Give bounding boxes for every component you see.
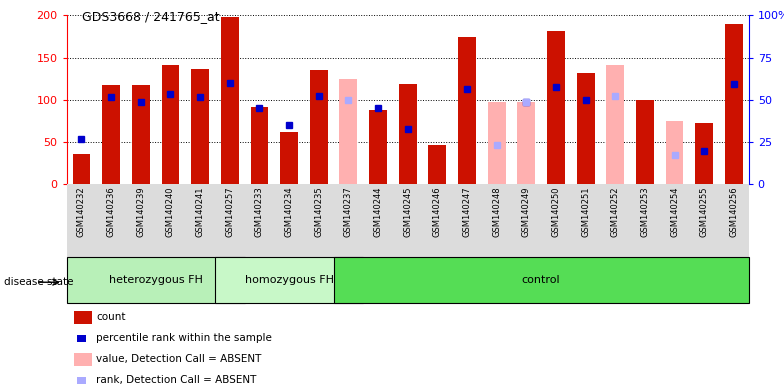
Text: value, Detection Call = ABSENT: value, Detection Call = ABSENT	[96, 354, 262, 364]
Bar	[636, 100, 654, 184]
Text: GSM140247: GSM140247	[463, 187, 471, 237]
Text: GSM140251: GSM140251	[581, 187, 590, 237]
Text: percentile rank within the sample: percentile rank within the sample	[96, 333, 272, 343]
Text: heterozygous FH: heterozygous FH	[109, 275, 202, 285]
Text: GSM140245: GSM140245	[403, 187, 412, 237]
Text: GSM140253: GSM140253	[641, 187, 649, 237]
Text: GSM140235: GSM140235	[314, 187, 323, 237]
Text: GSM140249: GSM140249	[522, 187, 531, 237]
Text: GSM140236: GSM140236	[107, 187, 115, 237]
Bar	[369, 110, 387, 184]
Bar	[725, 24, 742, 184]
Text: disease state: disease state	[4, 277, 74, 287]
Text: GSM140257: GSM140257	[225, 187, 234, 237]
Bar	[488, 103, 506, 184]
Text: GSM140254: GSM140254	[670, 187, 679, 237]
Text: GSM140250: GSM140250	[551, 187, 561, 237]
Text: GSM140246: GSM140246	[433, 187, 442, 237]
Bar	[695, 124, 713, 184]
Bar	[162, 65, 180, 184]
Bar	[458, 37, 476, 184]
Text: count: count	[96, 312, 126, 322]
Bar	[666, 121, 684, 184]
Text: GDS3668 / 241765_at: GDS3668 / 241765_at	[82, 10, 220, 23]
Bar	[339, 79, 358, 184]
Text: GSM140234: GSM140234	[285, 187, 293, 237]
Text: GSM140239: GSM140239	[136, 187, 145, 237]
Text: GSM140244: GSM140244	[373, 187, 383, 237]
Text: homozygous FH: homozygous FH	[245, 275, 333, 285]
Text: GSM140240: GSM140240	[166, 187, 175, 237]
Text: GSM140233: GSM140233	[255, 187, 264, 237]
Bar	[577, 73, 594, 184]
Bar	[251, 108, 268, 184]
Text: GSM140241: GSM140241	[195, 187, 205, 237]
Bar	[517, 103, 535, 184]
Bar	[221, 17, 238, 184]
Text: GSM140232: GSM140232	[77, 187, 86, 237]
Bar	[606, 65, 624, 184]
Text: GSM140248: GSM140248	[492, 187, 501, 237]
Bar	[399, 84, 416, 184]
Bar	[428, 146, 446, 184]
Text: GSM140252: GSM140252	[611, 187, 620, 237]
Text: control: control	[522, 275, 561, 285]
Text: GSM140237: GSM140237	[344, 187, 353, 237]
Text: GSM140255: GSM140255	[700, 187, 709, 237]
Bar	[132, 84, 150, 184]
Text: rank, Detection Call = ABSENT: rank, Detection Call = ABSENT	[96, 375, 257, 384]
Bar	[547, 31, 564, 184]
Bar	[310, 70, 328, 184]
Bar	[280, 132, 298, 184]
Text: GSM140256: GSM140256	[729, 187, 739, 237]
Bar	[333, 257, 749, 303]
Bar	[102, 84, 120, 184]
Bar	[191, 69, 209, 184]
Bar	[73, 154, 90, 184]
Bar	[67, 257, 245, 303]
Bar	[215, 257, 363, 303]
